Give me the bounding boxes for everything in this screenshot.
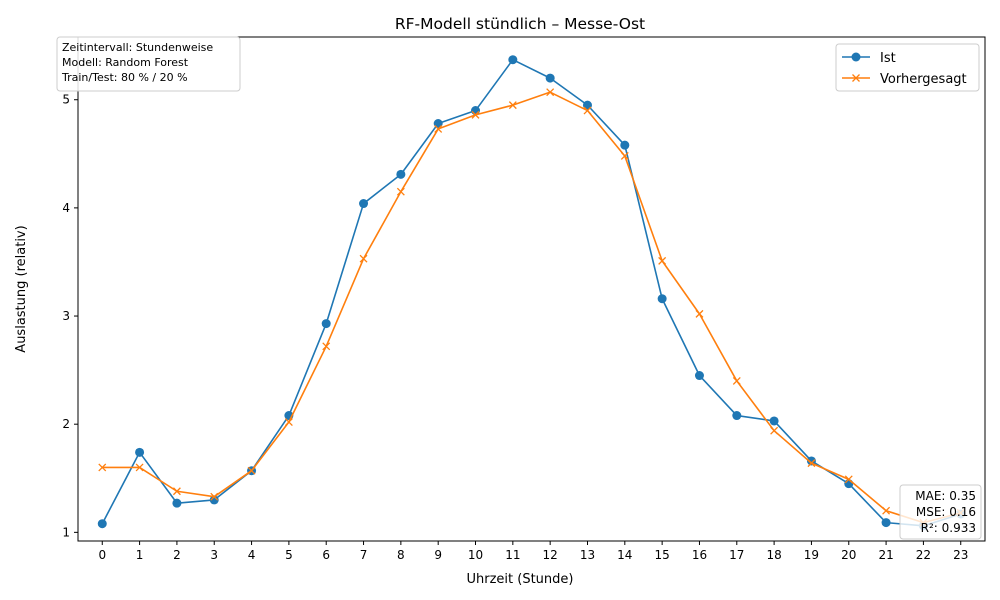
chart-title: RF-Modell stündlich – Messe-Ost [395,15,645,33]
x-tick-label: 21 [878,548,893,562]
data-point-vorhergesagt [695,309,704,318]
series-line-vorhergesagt [102,91,961,524]
data-point-ist [732,411,742,421]
data-point-ist [657,294,667,304]
y-tick-label: 1 [62,525,70,539]
x-tick-label: 22 [916,548,931,562]
legend-marker-vorhergesagt [852,74,860,82]
x-tick-label: 17 [729,548,744,562]
x-tick-label: 11 [505,548,520,562]
x-tick-label: 14 [617,548,632,562]
data-point-ist [844,479,854,489]
x-tick-label: 10 [468,548,483,562]
data-point-ist [806,456,816,466]
data-point-vorhergesagt [471,110,480,119]
data-point-ist [508,55,518,65]
y-axis: 1 2 3 4 5 [62,93,78,539]
y-tick-label: 2 [62,417,70,431]
data-point-ist [172,498,182,508]
data-point-ist [135,447,145,457]
data-point-vorhergesagt [210,492,219,501]
data-point-vorhergesagt [284,418,293,426]
data-point-vorhergesagt [396,187,405,196]
data-point-vorhergesagt [508,101,517,110]
x-tick-label: 12 [543,548,558,562]
data-point-vorhergesagt [546,88,555,97]
x-tick-label: 4 [248,548,256,562]
data-point-vorhergesagt [172,487,181,496]
info-box-line: Zeitintervall: Stundenweise [62,41,213,54]
axes-frame [77,36,986,542]
data-point-ist [694,371,704,381]
data-point-ist [359,199,369,209]
data-point-ist [97,519,107,529]
plot-area [77,36,986,542]
data-point-ist [209,495,219,505]
data-point-ist [545,73,555,83]
x-tick-label: 8 [397,548,405,562]
legend-marker-ist [851,52,861,62]
data-point-ist [881,518,891,528]
x-tick-label: 6 [322,548,330,562]
data-point-vorhergesagt [882,506,891,515]
y-tick-label: 5 [62,93,70,107]
x-tick-label: 19 [804,548,819,562]
x-tick-label: 1 [136,548,144,562]
legend-label-ist: Ist [880,51,896,66]
info-box: Zeitintervall: Stundenweise Modell: Rand… [56,36,241,92]
data-point-ist [620,140,630,150]
info-box-line: Train/Test: 80 % / 20 % [61,71,188,84]
x-tick-label: 18 [766,548,781,562]
data-point-vorhergesagt [620,152,629,160]
data-point-vorhergesagt [434,124,443,133]
data-point-ist [321,319,331,329]
data-point-vorhergesagt [732,376,741,385]
y-axis-label: Auslastung (relativ) [14,225,29,352]
data-point-ist [769,416,779,426]
x-tick-label: 2 [173,548,181,562]
x-tick-label: 20 [841,548,856,562]
metrics-box: MAE: 0.35 MSE: 0.16 R²: 0.933 [899,484,982,540]
data-point-vorhergesagt [247,466,256,475]
x-tick-label: 9 [434,548,442,562]
data-point-vorhergesagt [98,463,107,472]
x-tick-label: 13 [580,548,595,562]
x-axis: 0 1 2 3 4 5 6 7 8 9 10 11 12 13 14 15 16 17 18 19 20 21 22 23 [98,541,968,562]
x-tick-label: 16 [692,548,707,562]
data-point-vorhergesagt [770,426,779,435]
metrics-line: MSE: 0.16 [916,505,976,519]
info-box-line: Modell: Random Forest [62,56,189,69]
x-tick-label: 15 [654,548,669,562]
x-tick-label: 7 [360,548,368,562]
x-axis-label: Uhrzeit (Stunde) [467,572,574,587]
data-point-ist [396,169,406,179]
legend: Ist Vorhergesagt [835,43,980,92]
x-tick-label: 23 [953,548,968,562]
data-point-vorhergesagt [322,342,331,351]
data-point-vorhergesagt [583,106,592,115]
x-tick-label: 0 [98,548,106,562]
x-tick-label: 3 [210,548,218,562]
data-point-vorhergesagt [359,254,368,263]
x-tick-label: 5 [285,548,293,562]
metrics-line: MAE: 0.35 [915,489,976,503]
metrics-line: R²: 0.933 [921,521,976,535]
data-point-vorhergesagt [807,459,816,468]
data-point-vorhergesagt [844,475,853,484]
y-tick-label: 4 [62,201,70,215]
data-point-vorhergesagt [135,463,144,472]
data-point-vorhergesagt [658,256,667,265]
y-tick-label: 3 [62,309,70,323]
legend-label-vorhergesagt: Vorhergesagt [880,72,967,87]
